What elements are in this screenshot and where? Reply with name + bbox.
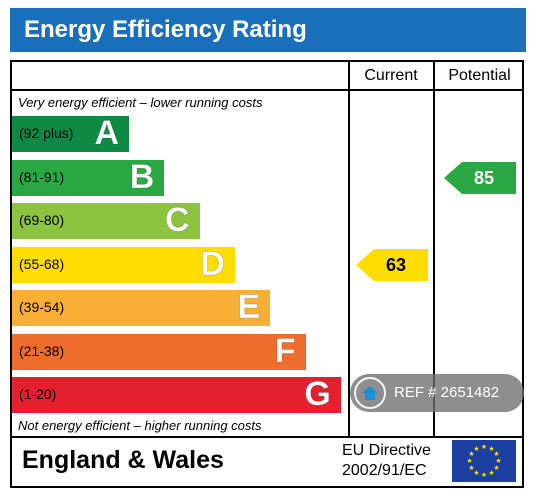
band-letter: G [304,375,331,414]
eu-directive: EU Directive 2002/91/EC [342,441,431,481]
rating-table [10,60,524,488]
band-d: (55-68) D [12,244,235,283]
potential-rating-value: 85 [474,167,495,188]
band-range-label: (69-80) [19,212,65,228]
header-bar: Energy Efficiency Rating [10,8,526,52]
band-g: (1-20) G [12,375,341,414]
eu-flag-icon: ★ ★ ★ ★ ★ ★ ★ ★ ★ ★ ★ ★ [452,440,516,482]
band-c: (69-80) C [12,201,200,240]
band-range-label: (1-20) [19,386,57,402]
band-range-label: (81-91) [19,168,65,185]
svg-text:★: ★ [468,464,474,472]
svg-text:★: ★ [481,443,487,451]
band-b: (81-91) B [12,157,165,196]
current-rating-marker: 63 [356,248,428,281]
svg-text:★: ★ [488,469,494,477]
band-range-label: (92 plus) [19,125,74,141]
svg-text:★: ★ [473,445,479,453]
svg-text:★: ★ [493,450,499,458]
svg-text:★: ★ [493,464,499,472]
region-label: England & Wales [22,446,224,474]
divider [10,436,524,438]
band-range-label: (55-68) [19,255,65,272]
page-title: Energy Efficiency Rating [24,16,307,43]
home-icon [354,377,386,409]
eu-directive-line2: 2002/91/EC [342,462,427,479]
band-f: (21-38) F [12,331,306,370]
divider [433,60,435,436]
current-rating-value: 63 [386,254,407,275]
current-arrow-shape [356,248,428,281]
current-column-header: Current [364,67,418,84]
svg-text:★: ★ [481,471,487,479]
top-caption: Very energy efficient – lower running co… [18,95,263,110]
band-letter: D [200,244,226,283]
band-range-label: (39-54) [19,299,65,315]
potential-rating-marker: 85 [444,161,516,194]
svg-text:★: ★ [488,445,494,453]
svg-text:★: ★ [468,450,474,458]
eu-directive-line1: EU Directive [342,442,431,459]
potential-arrow-shape [444,161,516,194]
band-letter: F [274,331,296,370]
divider [348,60,350,436]
band-letter: C [165,201,191,240]
band-e: (39-54) E [12,288,271,327]
reference-number: REF # 2651482 [394,384,500,401]
svg-text:★: ★ [473,469,479,477]
bottom-caption: Not energy efficient – higher running co… [18,418,262,433]
svg-text:★: ★ [495,457,501,465]
divider [10,89,524,91]
band-letter: A [94,114,120,153]
band-range-label: (21-38) [19,342,65,359]
reference-badge[interactable]: REF # 2651482 [350,374,524,412]
band-letter: B [129,157,155,196]
band-letter: E [237,288,261,327]
band-a: (92 plus) A [12,114,129,153]
svg-text:★: ★ [466,457,472,465]
potential-column-header: Potential [448,67,511,84]
